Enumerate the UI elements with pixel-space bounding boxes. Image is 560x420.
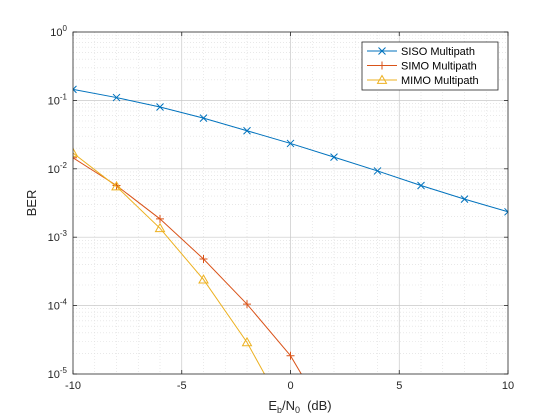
simo-multipath-point: [199, 255, 208, 264]
ticks: -10 -5 0 5 10 100 10-1 10-2 10-3 10-4 10-5: [48, 24, 515, 392]
siso-multipath-point: [243, 126, 251, 135]
mimo-multipath-legend-label: MIMO Multipath: [401, 75, 479, 87]
mimo-multipath-legend-marker: [376, 74, 388, 84]
mimo-multipath-point: [241, 336, 253, 347]
simo-multipath-point: [243, 300, 251, 309]
siso-multipath-point: [373, 167, 382, 175]
simo-multipath-legend-marker: [378, 61, 386, 70]
siso-multipath-point: [156, 103, 164, 111]
y-tick-label: 10-2: [48, 161, 68, 176]
siso-multipath-point: [417, 181, 425, 190]
x-tick-label: -5: [177, 380, 187, 392]
siso-multipath-point: [286, 139, 295, 148]
mimo-multipath-point: [198, 274, 209, 284]
legend: SISO Multipath SIMO Multipath MIMO Multipa…: [361, 41, 499, 91]
siso-multipath-point: [199, 114, 208, 123]
simo-multipath-point: [73, 153, 77, 162]
siso-multipath-point: [112, 93, 121, 102]
mimo-multipath-point: [154, 222, 166, 233]
siso-multipath-point: [504, 207, 508, 216]
siso-multipath-legend-marker: [378, 47, 386, 55]
x-tick-label: -10: [65, 380, 81, 392]
y-tick-label: 10-5: [48, 366, 68, 381]
mimo-multipath-line: [73, 152, 266, 374]
x-axis-title: Eb/N0 (dB): [268, 398, 331, 415]
mimo-multipath-point: [73, 147, 79, 157]
siso-multipath-point: [460, 195, 469, 204]
y-tick-label: 100: [50, 24, 67, 39]
simo-multipath-point: [156, 214, 164, 223]
simo-multipath-point: [286, 351, 295, 360]
series-layer: [73, 85, 508, 374]
simo-multipath-legend-label: SIMO Multipath: [401, 61, 477, 73]
x-tick-label: 0: [287, 380, 293, 392]
x-tick-label: 5: [396, 380, 402, 392]
siso-multipath-point: [73, 85, 77, 94]
mimo-multipath-point: [111, 181, 122, 191]
siso-multipath-legend-label: SISO Multipath: [401, 46, 475, 58]
y-tick-label: 10-1: [48, 92, 68, 107]
y-axis-title: BER: [24, 190, 39, 217]
y-tick-label: 10-3: [48, 229, 68, 244]
siso-multipath-point: [330, 153, 338, 162]
x-tick-label: 10: [502, 380, 514, 392]
y-tick-label: 10-4: [48, 298, 68, 313]
grid: [73, 32, 508, 374]
